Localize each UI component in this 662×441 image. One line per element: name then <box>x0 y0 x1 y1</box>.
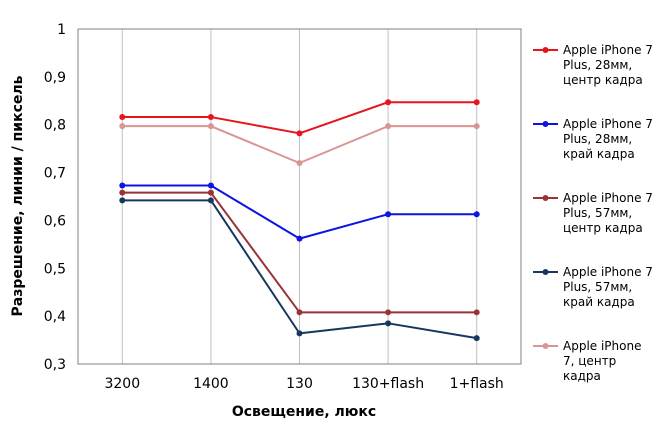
legend-label: Plus, 28мм, <box>563 132 632 146</box>
y-tick-label: 0,7 <box>44 166 66 182</box>
legend-swatch-marker <box>542 121 549 127</box>
series-layer <box>119 99 480 342</box>
y-tick-labels: 0,3 0,4 0,5 0,6 0,7 0,8 0,9 1 <box>44 22 66 373</box>
data-point <box>473 335 480 342</box>
data-point <box>207 182 214 189</box>
data-point <box>296 160 303 166</box>
plot-border <box>77 28 522 365</box>
legend-label: край кадра <box>563 147 635 161</box>
legend-label: край кадра <box>563 295 635 309</box>
legend-swatch-marker <box>542 47 549 53</box>
y-tick-label: 0,4 <box>44 309 66 325</box>
data-point <box>296 235 303 242</box>
data-point <box>296 330 303 337</box>
legend-label: кадра <box>563 369 601 383</box>
legend-label: Plus, 28мм, <box>563 58 632 72</box>
x-tick-label: 1400 <box>193 376 229 392</box>
y-tick-label: 1 <box>57 22 66 38</box>
legend-label: Plus, 57мм, <box>563 206 632 220</box>
x-tick-label: 130 <box>286 376 313 392</box>
y-tick-label: 0,9 <box>44 70 66 86</box>
data-point <box>207 123 214 130</box>
x-tick-label: 3200 <box>104 376 140 392</box>
x-tick-labels: 3200 1400 130 130+flash 1+flash <box>104 376 503 392</box>
data-point <box>296 309 303 316</box>
data-point <box>473 99 480 106</box>
grid-lines <box>121 29 478 364</box>
legend-swatch-marker <box>542 195 549 201</box>
legend-label: Plus, 57мм, <box>563 280 632 294</box>
data-point <box>119 182 126 189</box>
data-point <box>473 123 480 130</box>
data-point <box>385 99 392 106</box>
data-point <box>385 309 392 316</box>
legend-swatch-marker <box>542 269 549 275</box>
legend-label: Apple iPhone 7 <box>563 43 653 57</box>
data-point <box>385 123 392 130</box>
data-point <box>207 114 214 121</box>
y-tick-label: 0,8 <box>44 118 66 134</box>
x-axis-title: Освещение, люкс <box>232 404 376 420</box>
legend-label: Apple iPhone <box>563 339 641 353</box>
data-point <box>119 123 126 130</box>
legend-label: Apple iPhone 7 <box>563 117 653 131</box>
legend-label: 7, центр <box>563 354 616 368</box>
y-tick-label: 0,6 <box>44 213 66 229</box>
legend-label: Apple iPhone 7 <box>563 265 653 279</box>
y-axis-title: Разрешение, линии / пиксель <box>10 75 26 316</box>
y-tick-label: 0,3 <box>44 357 66 373</box>
legend-label: Apple iPhone 7 <box>563 191 653 205</box>
data-point <box>119 197 126 204</box>
data-point <box>385 320 392 327</box>
data-point <box>473 309 480 316</box>
data-point <box>119 114 126 121</box>
x-tick-label: 1+flash <box>450 376 504 392</box>
x-tick-label: 130+flash <box>352 376 424 392</box>
data-point <box>296 130 303 137</box>
legend-label: центр кадра <box>563 73 643 87</box>
legend-label: центр кадра <box>563 221 643 235</box>
data-point <box>207 197 214 204</box>
data-point <box>473 211 480 218</box>
plot-area <box>77 28 522 365</box>
data-point <box>119 189 126 196</box>
data-point <box>385 211 392 218</box>
legend-swatch-marker <box>542 343 549 349</box>
data-point <box>207 189 214 196</box>
y-tick-label: 0,5 <box>44 261 66 277</box>
